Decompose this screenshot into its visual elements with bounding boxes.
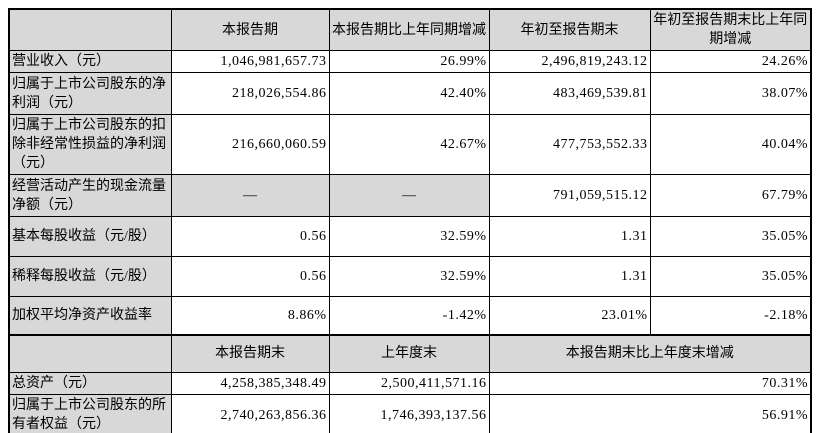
roe-current: 8.86%	[170, 296, 330, 335]
row-label: 稀释每股收益（元/股）	[8, 256, 172, 297]
cash-flow-current-dash: —	[170, 174, 330, 217]
revenue-ytd-change: 24.26%	[649, 50, 812, 73]
header-ytd-change: 年初至报告期末比上年同期增减	[649, 8, 812, 51]
row-operating-cash-flow: 经营活动产生的现金流量净额（元） — — 791,059,515.12 67.7…	[8, 174, 812, 217]
row-deducted-net-profit: 归属于上市公司股东的扣除非经常性损益的净利润（元） 216,660,060.59…	[8, 114, 812, 175]
period-end-header-row: 本报告期末 上年度末 本报告期末比上年度末增减	[8, 333, 812, 373]
equity-period-end: 2,740,263,856.36	[170, 394, 330, 433]
row-label: 归属于上市公司股东的所有者权益（元）	[8, 394, 172, 433]
row-label: 营业收入（元）	[8, 50, 172, 73]
net-profit-ytd: 483,469,539.81	[488, 72, 651, 115]
roe-ytd-change: -2.18%	[649, 296, 812, 335]
header-current-period: 本报告期	[170, 8, 330, 51]
row-total-assets: 总资产（元） 4,258,385,348.49 2,500,411,571.16…	[8, 372, 812, 395]
row-equity: 归属于上市公司股东的所有者权益（元） 2,740,263,856.36 1,74…	[8, 394, 812, 433]
net-profit-ytd-change: 38.07%	[649, 72, 812, 115]
cash-flow-ytd: 791,059,515.12	[488, 174, 651, 217]
basic-eps-current: 0.56	[170, 216, 330, 257]
row-basic-eps: 基本每股收益（元/股） 0.56 32.59% 1.31 35.05%	[8, 216, 812, 257]
diluted-eps-current-change: 32.59%	[328, 256, 490, 297]
total-assets-prior-year-end: 2,500,411,571.16	[328, 372, 490, 395]
header-prior-year-end: 上年度末	[328, 333, 490, 373]
corner-cell	[8, 333, 172, 373]
deducted-net-profit-ytd: 477,753,552.33	[488, 114, 651, 175]
period-header-row: 本报告期 本报告期比上年同期增减 年初至报告期末 年初至报告期末比上年同期增减	[8, 8, 812, 51]
net-profit-current: 218,026,554.86	[170, 72, 330, 115]
header-current-period-change: 本报告期比上年同期增减	[328, 8, 490, 51]
row-revenue: 营业收入（元） 1,046,981,657.73 26.99% 2,496,81…	[8, 50, 812, 73]
revenue-current: 1,046,981,657.73	[170, 50, 330, 73]
deducted-net-profit-ytd-change: 40.04%	[649, 114, 812, 175]
revenue-current-change: 26.99%	[328, 50, 490, 73]
row-net-profit: 归属于上市公司股东的净利润（元） 218,026,554.86 42.40% 4…	[8, 72, 812, 115]
corner-cell	[8, 8, 172, 51]
cash-flow-ytd-change: 67.79%	[649, 174, 812, 217]
header-period-end: 本报告期末	[170, 333, 330, 373]
header-ytd: 年初至报告期末	[488, 8, 651, 51]
equity-change: 56.91%	[488, 394, 812, 433]
row-diluted-eps: 稀释每股收益（元/股） 0.56 32.59% 1.31 35.05%	[8, 256, 812, 297]
diluted-eps-ytd: 1.31	[488, 256, 651, 297]
row-label: 归属于上市公司股东的扣除非经常性损益的净利润（元）	[8, 114, 172, 175]
basic-eps-ytd: 1.31	[488, 216, 651, 257]
total-assets-period-end: 4,258,385,348.49	[170, 372, 330, 395]
revenue-ytd: 2,496,819,243.12	[488, 50, 651, 73]
equity-prior-year-end: 1,746,393,137.56	[328, 394, 490, 433]
cash-flow-current-change-dash: —	[328, 174, 490, 217]
header-period-end-change: 本报告期末比上年度末增减	[488, 333, 812, 373]
basic-eps-ytd-change: 35.05%	[649, 216, 812, 257]
diluted-eps-current: 0.56	[170, 256, 330, 297]
diluted-eps-ytd-change: 35.05%	[649, 256, 812, 297]
roe-current-change: -1.42%	[328, 296, 490, 335]
financial-summary-table: 本报告期 本报告期比上年同期增减 年初至报告期末 年初至报告期末比上年同期增减 …	[8, 8, 812, 433]
row-label: 归属于上市公司股东的净利润（元）	[8, 72, 172, 115]
roe-ytd: 23.01%	[488, 296, 651, 335]
row-label: 加权平均净资产收益率	[8, 296, 172, 335]
row-label: 基本每股收益（元/股）	[8, 216, 172, 257]
net-profit-current-change: 42.40%	[328, 72, 490, 115]
deducted-net-profit-current-change: 42.67%	[328, 114, 490, 175]
row-label: 总资产（元）	[8, 372, 172, 395]
total-assets-change: 70.31%	[488, 372, 812, 395]
row-roe: 加权平均净资产收益率 8.86% -1.42% 23.01% -2.18%	[8, 296, 812, 335]
basic-eps-current-change: 32.59%	[328, 216, 490, 257]
row-label: 经营活动产生的现金流量净额（元）	[8, 174, 172, 217]
deducted-net-profit-current: 216,660,060.59	[170, 114, 330, 175]
